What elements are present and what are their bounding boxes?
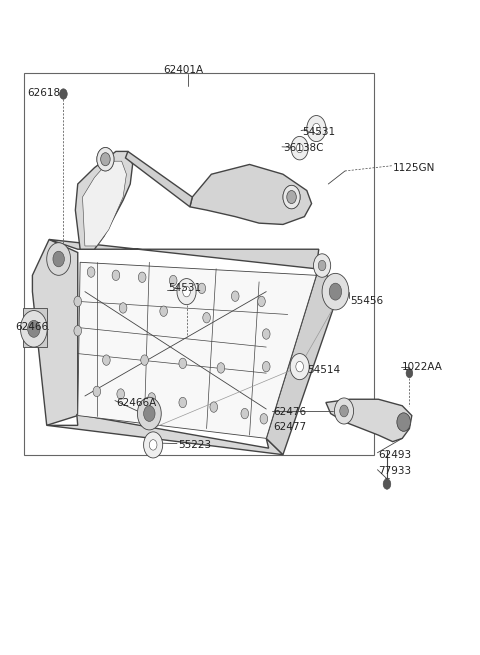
Bar <box>24 73 373 455</box>
Circle shape <box>74 326 82 336</box>
Circle shape <box>87 267 95 277</box>
Circle shape <box>93 386 101 397</box>
Circle shape <box>53 251 64 267</box>
Circle shape <box>406 369 413 378</box>
Circle shape <box>179 398 187 407</box>
Polygon shape <box>266 265 340 455</box>
Circle shape <box>203 312 210 323</box>
Text: 55456: 55456 <box>350 297 383 307</box>
Circle shape <box>335 398 354 424</box>
Circle shape <box>290 354 309 380</box>
Circle shape <box>260 413 268 424</box>
Circle shape <box>101 153 110 166</box>
Circle shape <box>329 283 342 300</box>
Circle shape <box>47 243 71 275</box>
Text: 62466: 62466 <box>16 322 49 333</box>
Circle shape <box>141 355 148 365</box>
Text: 55223: 55223 <box>178 440 211 450</box>
Circle shape <box>169 275 177 286</box>
Text: 54514: 54514 <box>307 365 340 375</box>
Polygon shape <box>33 240 78 425</box>
Circle shape <box>312 123 320 134</box>
Circle shape <box>138 272 146 282</box>
Circle shape <box>148 393 156 403</box>
Text: 62493: 62493 <box>378 450 411 460</box>
Circle shape <box>103 355 110 365</box>
Circle shape <box>21 310 47 347</box>
Circle shape <box>28 320 40 337</box>
Circle shape <box>119 303 127 313</box>
Circle shape <box>160 306 168 316</box>
Text: 62476: 62476 <box>274 407 307 417</box>
Text: 62466A: 62466A <box>116 398 156 407</box>
Circle shape <box>144 432 163 458</box>
Circle shape <box>117 389 124 400</box>
Circle shape <box>313 253 331 277</box>
Circle shape <box>307 115 326 141</box>
Circle shape <box>149 440 157 450</box>
Circle shape <box>241 408 249 419</box>
Circle shape <box>210 402 217 412</box>
Circle shape <box>287 191 296 204</box>
Circle shape <box>263 362 270 372</box>
Circle shape <box>397 413 410 431</box>
Circle shape <box>296 362 303 372</box>
Polygon shape <box>23 308 47 347</box>
Circle shape <box>97 147 114 171</box>
Circle shape <box>322 273 349 310</box>
Polygon shape <box>83 161 126 246</box>
Text: 1022AA: 1022AA <box>402 362 443 371</box>
Circle shape <box>397 413 410 431</box>
Polygon shape <box>49 240 319 269</box>
Text: 77933: 77933 <box>378 466 411 476</box>
Polygon shape <box>78 262 316 438</box>
Polygon shape <box>190 164 312 225</box>
Circle shape <box>60 89 67 99</box>
Text: 1125GN: 1125GN <box>393 162 435 173</box>
Circle shape <box>198 283 205 293</box>
Circle shape <box>383 479 391 489</box>
Polygon shape <box>125 151 192 207</box>
Circle shape <box>291 136 308 160</box>
Circle shape <box>231 291 239 301</box>
Circle shape <box>179 358 187 369</box>
Text: 54531: 54531 <box>302 127 335 137</box>
Circle shape <box>112 270 120 280</box>
Circle shape <box>183 286 191 297</box>
Circle shape <box>177 278 196 305</box>
Polygon shape <box>326 400 412 441</box>
Circle shape <box>296 143 303 153</box>
Text: 62618: 62618 <box>28 88 61 98</box>
Circle shape <box>97 147 114 171</box>
Circle shape <box>263 329 270 339</box>
Circle shape <box>74 296 82 307</box>
Text: 62477: 62477 <box>274 422 307 432</box>
Circle shape <box>137 398 161 430</box>
Text: 54531: 54531 <box>168 284 202 293</box>
Circle shape <box>340 405 348 417</box>
Circle shape <box>283 185 300 209</box>
Text: 62401A: 62401A <box>164 65 204 75</box>
Polygon shape <box>47 414 283 455</box>
Text: 36138C: 36138C <box>283 143 324 153</box>
Circle shape <box>144 405 155 421</box>
Circle shape <box>258 296 265 307</box>
Circle shape <box>318 260 326 271</box>
Circle shape <box>283 185 300 209</box>
Circle shape <box>217 363 225 373</box>
Polygon shape <box>75 151 132 250</box>
